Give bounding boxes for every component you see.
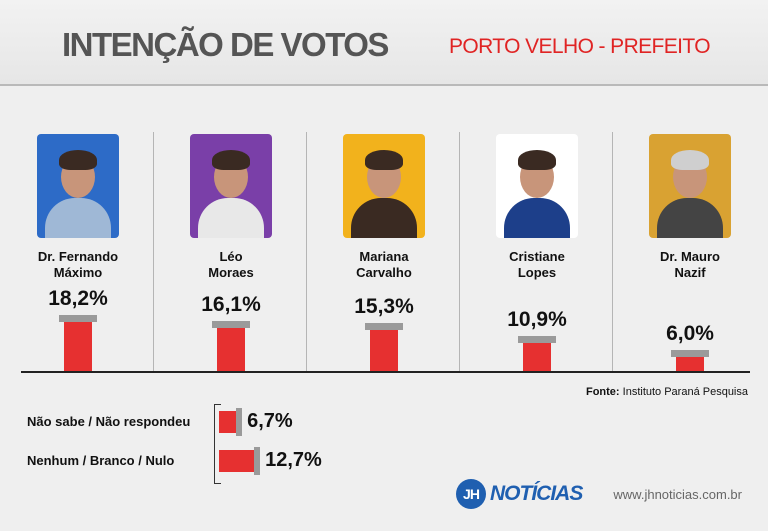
candidate-body-shape xyxy=(504,198,570,238)
candidate-hair-shape xyxy=(212,150,250,170)
secondary-bar-cap xyxy=(236,408,243,436)
candidate-name-line: Dr. Fernando xyxy=(37,249,119,264)
data-label: 15,3% xyxy=(354,295,414,319)
candidate-name: Mariana Carvalho xyxy=(314,249,454,281)
bar-3 xyxy=(370,327,398,371)
candidate-body-shape xyxy=(45,198,111,238)
candidate-name-line: Dr. Mauro xyxy=(660,249,720,264)
bar-cap xyxy=(671,349,709,357)
candidate-photo xyxy=(649,134,731,238)
secondary-bar-2 xyxy=(219,450,258,472)
chart-baseline xyxy=(21,371,750,373)
candidate-photo xyxy=(496,134,578,238)
secondary-bar-1 xyxy=(219,411,240,433)
candidate-name-line: Carvalho xyxy=(356,265,412,280)
source-text: Instituto Paraná Pesquisa xyxy=(622,386,748,398)
bar-cap xyxy=(59,315,97,323)
column-divider xyxy=(612,132,613,372)
secondary-data-label: 12,7% xyxy=(265,449,322,471)
website-url: www.jhnoticias.com.br xyxy=(613,487,742,502)
jh-noticias-logo: JH NOTÍCIAS xyxy=(456,478,583,510)
candidate-hair-shape xyxy=(59,150,97,170)
candidate-hair-shape xyxy=(518,150,556,170)
candidate-name: Cristiane Lopes xyxy=(467,249,607,281)
secondary-category-label: Não sabe / Não respondeu xyxy=(27,414,191,429)
candidate-name-line: Lopes xyxy=(517,265,557,280)
candidate-name: Dr. Fernando Máximo xyxy=(8,249,148,281)
secondary-category-label: Nenhum / Branco / Nulo xyxy=(27,453,175,468)
candidate-photo xyxy=(343,134,425,238)
candidate-name-line: Moraes xyxy=(208,265,254,280)
candidate-body-shape xyxy=(198,198,264,238)
bar-cap xyxy=(212,321,250,329)
jh-logo-icon: JH xyxy=(456,479,486,509)
data-label: 10,9% xyxy=(507,307,567,331)
candidate-body-shape xyxy=(657,198,723,238)
secondary-bracket xyxy=(214,404,221,484)
candidate-name-line: Cristiane xyxy=(509,249,565,264)
candidate-hair-shape xyxy=(671,150,709,170)
candidate-hair-shape xyxy=(365,150,403,170)
candidate-photo xyxy=(190,134,272,238)
chart-subtitle: PORTO VELHO - PREFEITO xyxy=(448,35,711,58)
candidate-name-line: Nazif xyxy=(674,265,706,280)
bar-2 xyxy=(217,325,245,371)
bar-cap xyxy=(518,335,556,343)
bar-4 xyxy=(523,339,551,371)
source-note: Fonte: Instituto Paraná Pesquisa xyxy=(586,386,748,398)
candidate-name: Dr. Mauro Nazif xyxy=(620,249,760,281)
column-divider xyxy=(153,132,154,372)
data-label: 18,2% xyxy=(48,287,108,311)
bar-cap xyxy=(365,323,403,331)
source-label: Fonte: xyxy=(585,386,620,398)
logo-wordmark: NOTÍCIAS xyxy=(490,482,583,505)
candidate-body-shape xyxy=(351,198,417,238)
secondary-data-label: 6,7% xyxy=(247,410,293,432)
column-divider xyxy=(306,132,307,372)
candidate-name-line: Léo xyxy=(219,249,243,264)
candidate-name-line: Máximo xyxy=(53,265,103,280)
data-label: 6,0% xyxy=(666,321,714,345)
candidate-name: Léo Moraes xyxy=(161,249,301,281)
column-divider xyxy=(459,132,460,372)
candidate-photo xyxy=(37,134,119,238)
chart-title: INTENÇÃO DE VOTOS xyxy=(62,26,389,63)
secondary-bar-cap xyxy=(254,447,261,475)
bar-5 xyxy=(676,353,704,371)
data-label: 16,1% xyxy=(201,293,261,317)
bar-1 xyxy=(64,319,92,371)
candidate-name-line: Mariana xyxy=(359,249,409,264)
header: INTENÇÃO DE VOTOS PORTO VELHO - PREFEITO xyxy=(0,0,768,86)
